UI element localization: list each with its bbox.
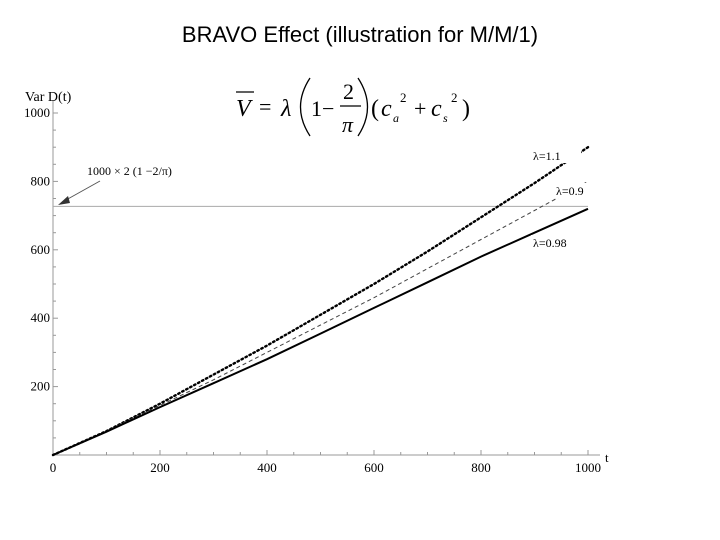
formula-cs-sub: s <box>443 111 448 125</box>
formula-frac-num: 2 <box>343 79 354 104</box>
x-tick-label: 800 <box>471 460 491 475</box>
formula-paren-2: ( <box>371 96 379 122</box>
formula-lhs: V <box>236 96 253 122</box>
annotation-arrow-head <box>58 196 70 205</box>
series-label-bg <box>531 148 581 163</box>
series-label-bg <box>554 183 604 198</box>
series-label: λ=1.1 <box>533 149 561 163</box>
y-tick-label: 400 <box>31 310 51 325</box>
formula-cs-sq: 2 <box>451 90 458 105</box>
slide-title: BRAVO Effect (illustration for M/M/1) <box>181 22 539 47</box>
y-tick-label: 1000 <box>24 105 50 120</box>
x-tick-label: 600 <box>364 460 384 475</box>
formula-paren-close <box>357 77 369 137</box>
series-line-0 <box>51 145 590 457</box>
formula-ca-sub: a <box>393 111 399 125</box>
formula-plus: + <box>414 96 426 121</box>
x-tick-label: 1000 <box>575 460 601 475</box>
formula-frac-den: π <box>342 112 354 137</box>
y-tick-label: 200 <box>31 379 51 394</box>
x-tick-label: 0 <box>50 460 57 475</box>
formula-lambda: λ <box>280 96 291 122</box>
x-tick-label: 200 <box>150 460 170 475</box>
annotation-label: 1000 × 2 (1 −2/π) <box>87 164 172 178</box>
x-tick-label: 400 <box>257 460 277 475</box>
series-line-2 <box>52 207 589 456</box>
formula-ca-sq: 2 <box>400 90 407 105</box>
formula: V = λ 1− 2 π ( c a 2 + c s 2 ) <box>236 77 470 137</box>
x-axis-label: t <box>605 450 609 465</box>
series-labels: λ=1.1 λ=0.9 λ=0.98 <box>531 148 604 250</box>
series-line-1 <box>52 180 589 456</box>
formula-cs: c <box>431 96 442 122</box>
annotation-arrow-shaft <box>65 180 101 201</box>
formula-paren-2-close: ) <box>462 96 470 122</box>
series-label: λ=0.9 <box>556 184 584 198</box>
y-tick-label: 600 <box>31 242 51 257</box>
formula-one-minus: 1− <box>311 96 334 121</box>
series-label-bg <box>531 235 581 250</box>
formula-ca: c <box>381 96 392 122</box>
formula-paren-open <box>299 77 311 137</box>
series-group <box>51 145 590 457</box>
y-tick-label: 800 <box>31 173 51 188</box>
formula-eq: = <box>259 94 271 119</box>
series-label: λ=0.98 <box>533 236 567 250</box>
y-axis-label: Var D(t) <box>25 90 72 105</box>
